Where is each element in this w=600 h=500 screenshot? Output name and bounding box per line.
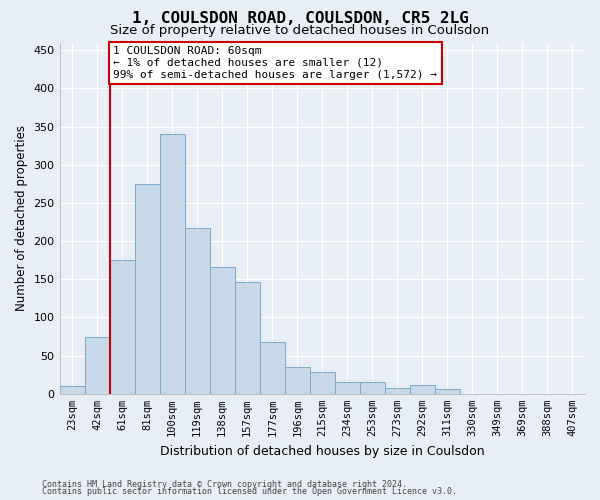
Text: Contains public sector information licensed under the Open Government Licence v3: Contains public sector information licen… [42,488,457,496]
Bar [310,372,335,394]
Bar [435,389,460,394]
Bar [260,342,285,394]
Bar [410,384,435,394]
Y-axis label: Number of detached properties: Number of detached properties [15,125,28,311]
Bar [235,282,260,394]
Text: Size of property relative to detached houses in Coulsdon: Size of property relative to detached ho… [110,24,490,37]
Text: 1, COULSDON ROAD, COULSDON, CR5 2LG: 1, COULSDON ROAD, COULSDON, CR5 2LG [131,11,469,26]
Bar [85,336,110,394]
Bar [110,260,134,394]
Bar [209,267,235,394]
Bar [360,382,385,394]
Bar [134,184,160,394]
Bar [160,134,185,394]
Bar [385,388,410,394]
Bar [285,367,310,394]
Bar [59,386,85,394]
X-axis label: Distribution of detached houses by size in Coulsdon: Distribution of detached houses by size … [160,444,485,458]
Text: Contains HM Land Registry data © Crown copyright and database right 2024.: Contains HM Land Registry data © Crown c… [42,480,407,489]
Bar [335,382,360,394]
Text: 1 COULSDON ROAD: 60sqm
← 1% of detached houses are smaller (12)
99% of semi-deta: 1 COULSDON ROAD: 60sqm ← 1% of detached … [113,46,437,80]
Bar [185,228,209,394]
